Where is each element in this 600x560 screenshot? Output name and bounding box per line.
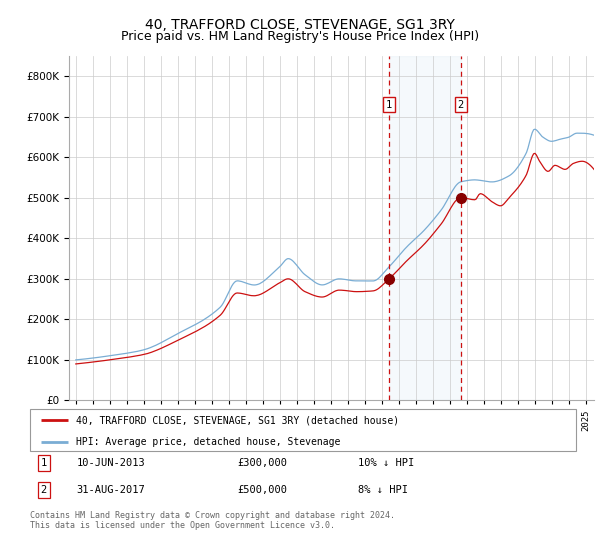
Text: HPI: Average price, detached house, Stevenage: HPI: Average price, detached house, Stev… bbox=[76, 437, 341, 446]
Text: 31-AUG-2017: 31-AUG-2017 bbox=[76, 485, 145, 495]
Text: 10% ↓ HPI: 10% ↓ HPI bbox=[358, 458, 414, 468]
Text: Contains HM Land Registry data © Crown copyright and database right 2024.
This d: Contains HM Land Registry data © Crown c… bbox=[30, 511, 395, 530]
Text: 1: 1 bbox=[41, 458, 47, 468]
Text: 1: 1 bbox=[386, 100, 392, 110]
Bar bbox=[389, 56, 461, 400]
Text: £300,000: £300,000 bbox=[238, 458, 287, 468]
Text: Price paid vs. HM Land Registry's House Price Index (HPI): Price paid vs. HM Land Registry's House … bbox=[121, 30, 479, 43]
Text: £500,000: £500,000 bbox=[238, 485, 287, 495]
Text: 40, TRAFFORD CLOSE, STEVENAGE, SG1 3RY (detached house): 40, TRAFFORD CLOSE, STEVENAGE, SG1 3RY (… bbox=[76, 415, 400, 425]
Text: 10-JUN-2013: 10-JUN-2013 bbox=[76, 458, 145, 468]
Text: 8% ↓ HPI: 8% ↓ HPI bbox=[358, 485, 407, 495]
Text: 2: 2 bbox=[458, 100, 464, 110]
Text: 2: 2 bbox=[41, 485, 47, 495]
Text: 40, TRAFFORD CLOSE, STEVENAGE, SG1 3RY: 40, TRAFFORD CLOSE, STEVENAGE, SG1 3RY bbox=[145, 18, 455, 32]
